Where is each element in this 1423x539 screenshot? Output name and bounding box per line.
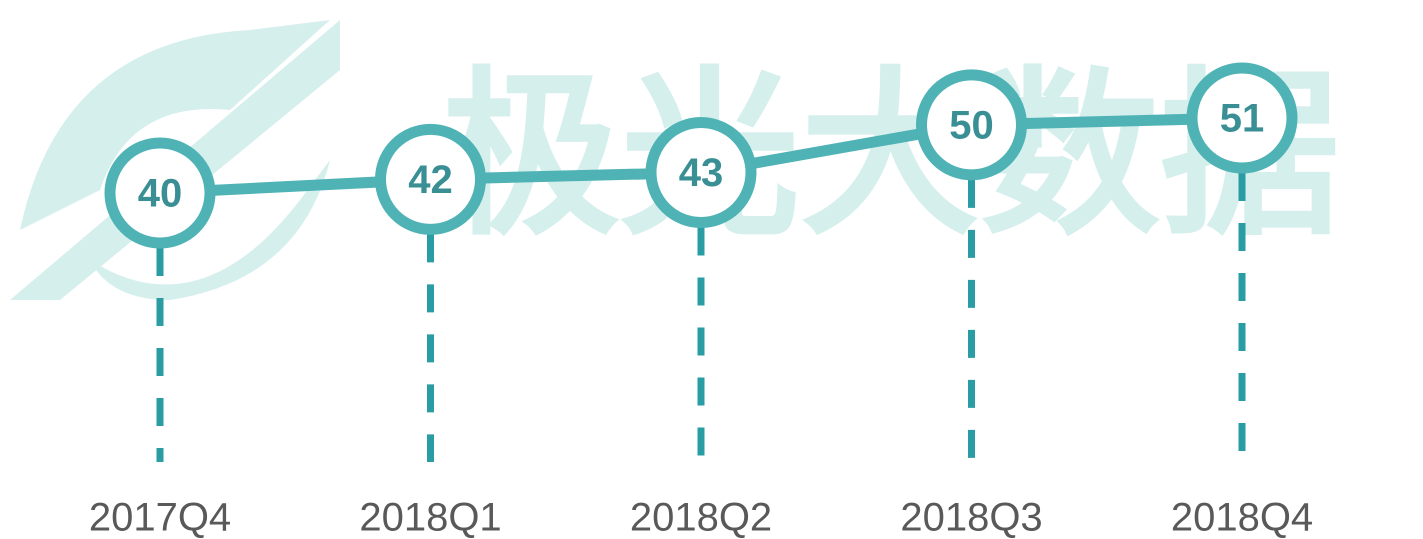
point: [1186, 62, 1298, 174]
watermark-text: 极光大数据: [440, 56, 1340, 257]
x-tick-label: 2018Q2: [630, 496, 772, 539]
x-tick-label: 2018Q3: [900, 496, 1042, 539]
x-tick-label: 2018Q1: [359, 496, 501, 539]
point: [375, 123, 486, 235]
point: [645, 117, 757, 229]
value-label: 40: [138, 172, 183, 216]
point: [104, 137, 216, 249]
value-label: 50: [949, 103, 994, 147]
x-tick-label: 2018Q4: [1171, 496, 1313, 539]
value-label: 42: [408, 158, 453, 202]
x-tick-label: 2017Q4: [89, 496, 231, 539]
point: [916, 69, 1027, 181]
value-label: 51: [1220, 97, 1265, 141]
value-label: 43: [679, 151, 724, 195]
